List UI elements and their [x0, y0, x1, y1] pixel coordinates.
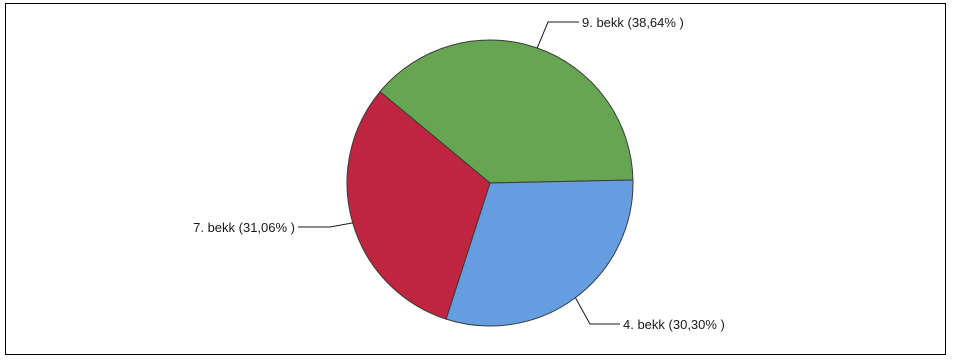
pie-slice-9-bekk [379, 39, 634, 184]
slice-label-9-bekk: 9. bekk (38,64% ) [582, 15, 684, 30]
leader-lines [298, 21, 620, 325]
pie-slices [346, 39, 634, 327]
pie-slice-7-bekk [346, 90, 491, 320]
slice-label-4-bekk: 4. bekk (30,30% ) [623, 317, 725, 332]
slice-labels: 9. bekk (38,64% ) 4. bekk (30,30% ) 7. b… [193, 15, 725, 332]
slice-label-7-bekk: 7. bekk (31,06% ) [193, 220, 295, 235]
leader-line-9-bekk [536, 21, 579, 49]
leader-line-4-bekk [574, 297, 620, 325]
leader-line-7-bekk [298, 222, 353, 228]
